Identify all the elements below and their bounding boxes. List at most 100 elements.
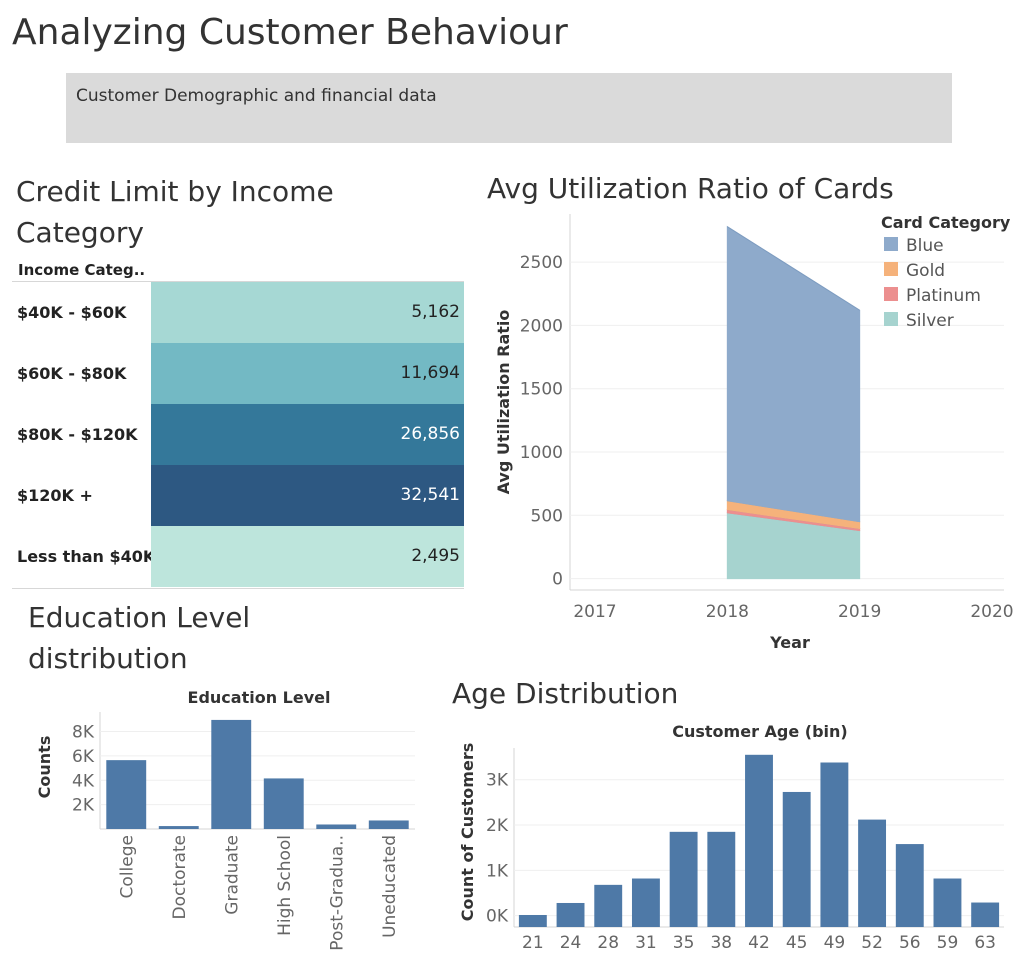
x-tick-label: High School — [275, 835, 295, 936]
bar — [263, 778, 304, 829]
bar — [106, 760, 147, 829]
y-axis-title: Count of Customers — [458, 743, 477, 922]
credit-limit-value: 5,162 — [411, 302, 460, 322]
bar — [556, 902, 585, 927]
bar — [933, 878, 962, 927]
bar — [745, 754, 773, 927]
legend-item: Platinum — [906, 286, 981, 306]
legend-swatch — [884, 312, 898, 326]
x-tick-label: 38 — [710, 933, 732, 953]
income-category-header[interactable]: Income Categ.. — [18, 261, 146, 279]
credit-row[interactable]: $60K - $80K 11,694 — [12, 343, 464, 404]
age-title: Age Distribution — [452, 677, 679, 710]
credit-limit-cell[interactable]: 26,856 — [151, 404, 464, 465]
y-tick-label: 1000 — [520, 443, 563, 463]
x-tick-label: 2017 — [573, 602, 616, 622]
bar — [707, 831, 736, 927]
x-tick-label: Graduate — [222, 835, 242, 915]
x-tick-label: Uneducated — [380, 835, 400, 938]
subtitle-text: Customer Demographic and financial data — [76, 86, 437, 106]
credit-limit-table: $40K - $60K 5,162 $60K - $80K 11,694 $80K - … — [12, 281, 464, 589]
income-category-label: $120K + — [17, 486, 93, 505]
credit-limit-value: 26,856 — [400, 424, 460, 444]
x-tick-label: 56 — [899, 933, 921, 953]
chart-header: Customer Age (bin) — [672, 722, 848, 741]
x-tick-label: 2020 — [970, 602, 1013, 622]
bar — [782, 791, 811, 927]
income-category-label: $80K - $120K — [17, 425, 138, 444]
y-tick-label: 1500 — [520, 380, 563, 400]
bar — [368, 820, 409, 829]
credit-row[interactable]: $40K - $60K 5,162 — [12, 282, 464, 343]
y-tick-label: 2K — [72, 796, 95, 816]
legend-item: Silver — [906, 311, 954, 331]
x-tick-label: Doctorate — [170, 835, 190, 919]
credit-limit-cell[interactable]: 2,495 — [151, 526, 464, 587]
dashboard-title: Analyzing Customer Behaviour — [12, 12, 568, 53]
bar — [669, 831, 698, 927]
education-title: Education Level distribution — [28, 601, 251, 675]
bar — [158, 826, 199, 829]
x-tick-label: 59 — [937, 933, 959, 953]
x-tick-label: 24 — [560, 933, 582, 953]
y-tick-label: 6K — [72, 747, 95, 767]
income-category-label: $60K - $80K — [17, 364, 127, 383]
y-tick-label: 1K — [486, 861, 509, 881]
y-tick-label: 8K — [72, 723, 95, 743]
credit-limit-cell[interactable]: 32,541 — [151, 465, 464, 526]
y-axis-title: Avg Utilization Ratio — [494, 310, 513, 495]
y-tick-label: 0 — [552, 570, 563, 590]
x-tick-label: 42 — [748, 933, 770, 953]
legend-swatch — [884, 237, 898, 251]
x-tick-label: Post-Gradua.. — [327, 835, 347, 951]
legend-swatch — [884, 262, 898, 276]
bar — [211, 719, 252, 829]
y-tick-label: 2500 — [520, 253, 563, 273]
x-tick-label: 35 — [673, 933, 695, 953]
credit-limit-cell[interactable]: 11,694 — [151, 343, 464, 404]
bar — [895, 844, 924, 927]
y-axis-title: Counts — [35, 736, 54, 799]
utilization-title: Avg Utilization Ratio of Cards — [487, 172, 894, 205]
credit-limit-title: Credit Limit by Income Category — [16, 175, 334, 249]
y-tick-label: 0K — [486, 907, 509, 927]
bar — [631, 878, 660, 927]
legend-item: Blue — [906, 236, 944, 256]
bar — [858, 819, 887, 927]
subtitle-box: Customer Demographic and financial data — [66, 73, 952, 143]
x-tick-label: 2018 — [706, 602, 749, 622]
x-tick-label: 28 — [597, 933, 619, 953]
bar — [518, 914, 547, 927]
credit-limit-value: 2,495 — [411, 546, 460, 566]
credit-limit-cell[interactable]: 5,162 — [151, 282, 464, 343]
credit-limit-value: 32,541 — [400, 485, 460, 505]
y-tick-label: 4K — [72, 771, 95, 791]
bar — [971, 902, 1000, 927]
x-tick-label: 49 — [824, 933, 846, 953]
area-edge — [727, 226, 860, 311]
credit-row[interactable]: Less than $40K 2,495 — [12, 526, 464, 587]
credit-row[interactable]: $120K + 32,541 — [12, 465, 464, 526]
income-category-label: Less than $40K — [17, 547, 156, 566]
legend-item: Gold — [906, 261, 945, 281]
x-tick-label: 45 — [786, 933, 808, 953]
bar — [820, 762, 849, 927]
bar — [594, 884, 623, 927]
income-category-label: $40K - $60K — [17, 303, 127, 322]
y-tick-label: 500 — [531, 506, 563, 526]
credit-row[interactable]: $80K - $120K 26,856 — [12, 404, 464, 465]
x-tick-label: 21 — [522, 933, 544, 953]
x-axis-title: Year — [769, 633, 810, 652]
y-tick-label: 2K — [486, 816, 509, 836]
x-tick-label: 2019 — [838, 602, 881, 622]
x-tick-label: 52 — [861, 933, 883, 953]
credit-limit-value: 11,694 — [400, 363, 460, 383]
bar — [316, 824, 357, 829]
chart-header: Education Level — [188, 688, 331, 707]
x-tick-label: 63 — [974, 933, 996, 953]
y-tick-label: 2000 — [520, 316, 563, 336]
y-tick-label: 3K — [486, 771, 509, 791]
